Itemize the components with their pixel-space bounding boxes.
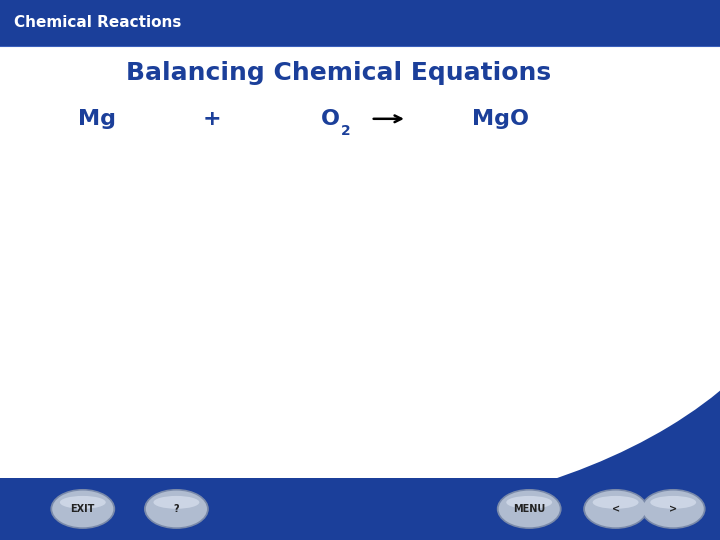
Bar bbox=[0, 0, 720, 46]
Ellipse shape bbox=[585, 490, 647, 527]
Text: Mg: Mg bbox=[78, 109, 116, 129]
Ellipse shape bbox=[153, 496, 199, 509]
Ellipse shape bbox=[52, 490, 114, 527]
Ellipse shape bbox=[144, 489, 209, 529]
Text: EXIT: EXIT bbox=[71, 504, 95, 514]
Text: MgO: MgO bbox=[472, 109, 528, 129]
Text: +: + bbox=[203, 109, 222, 129]
Text: O: O bbox=[320, 109, 339, 129]
Ellipse shape bbox=[498, 490, 560, 527]
Bar bbox=[0, 478, 720, 540]
Ellipse shape bbox=[593, 496, 639, 509]
Ellipse shape bbox=[0, 0, 720, 518]
Ellipse shape bbox=[650, 496, 696, 509]
Text: Chemical Reactions: Chemical Reactions bbox=[14, 16, 181, 30]
Text: MENU: MENU bbox=[513, 504, 545, 514]
Ellipse shape bbox=[497, 489, 562, 529]
Text: Balancing Chemical Equations: Balancing Chemical Equations bbox=[126, 61, 551, 85]
Ellipse shape bbox=[583, 489, 648, 529]
Text: <: < bbox=[611, 504, 620, 514]
Bar bbox=[0, 43, 302, 486]
Ellipse shape bbox=[50, 489, 115, 529]
Text: >: > bbox=[669, 504, 678, 514]
Ellipse shape bbox=[643, 490, 704, 527]
Ellipse shape bbox=[60, 496, 106, 509]
Ellipse shape bbox=[506, 496, 552, 509]
Text: ?: ? bbox=[174, 504, 179, 514]
Text: 2: 2 bbox=[341, 124, 350, 138]
Ellipse shape bbox=[145, 490, 207, 527]
Ellipse shape bbox=[641, 489, 706, 529]
